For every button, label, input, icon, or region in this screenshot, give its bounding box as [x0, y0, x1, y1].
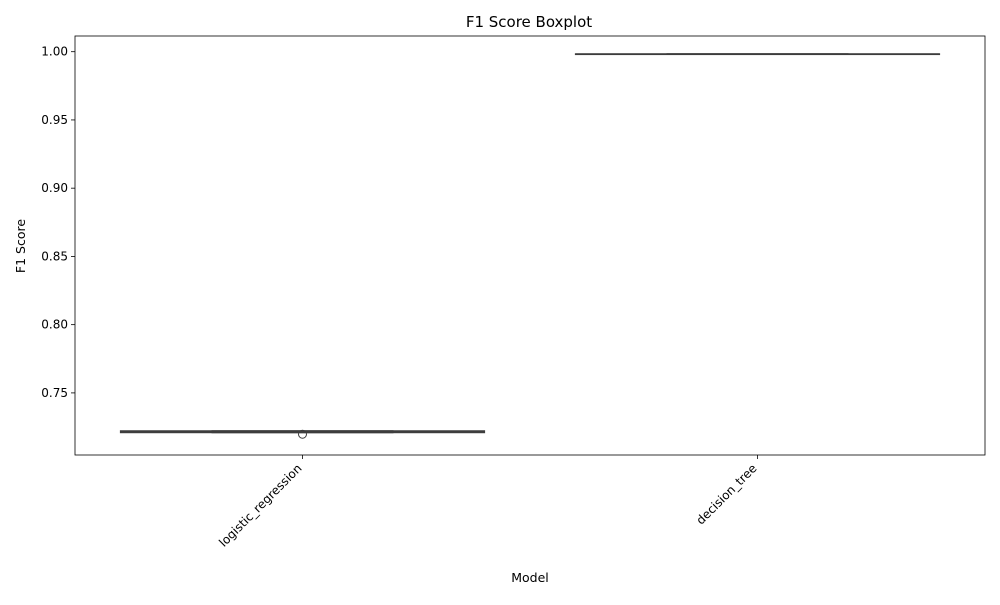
- x-axis: logistic_regression decision_tree: [216, 455, 760, 550]
- y-tick-label: 0.90: [41, 181, 68, 195]
- y-tick-label: 0.95: [41, 113, 68, 127]
- x-tick-label: decision_tree: [693, 461, 759, 527]
- outlier-point: [298, 429, 307, 439]
- box-logistic_regression: [119, 429, 486, 439]
- box-decision_tree: [574, 53, 941, 56]
- y-tick-label: 0.80: [41, 318, 68, 332]
- chart-title: F1 Score Boxplot: [466, 13, 592, 31]
- y-axis-label: F1 Score: [13, 219, 28, 273]
- plot-area-frame: [74, 35, 986, 456]
- x-axis-label: Model: [511, 570, 549, 585]
- y-axis: 0.75 0.80 0.85 0.90 0.95 1.00: [41, 45, 75, 400]
- box-group: [119, 53, 941, 439]
- y-tick-label: 0.75: [41, 386, 68, 400]
- y-tick-label: 0.85: [41, 249, 68, 263]
- x-tick-label: logistic_regression: [216, 461, 304, 549]
- y-tick-label: 1.00: [41, 45, 68, 59]
